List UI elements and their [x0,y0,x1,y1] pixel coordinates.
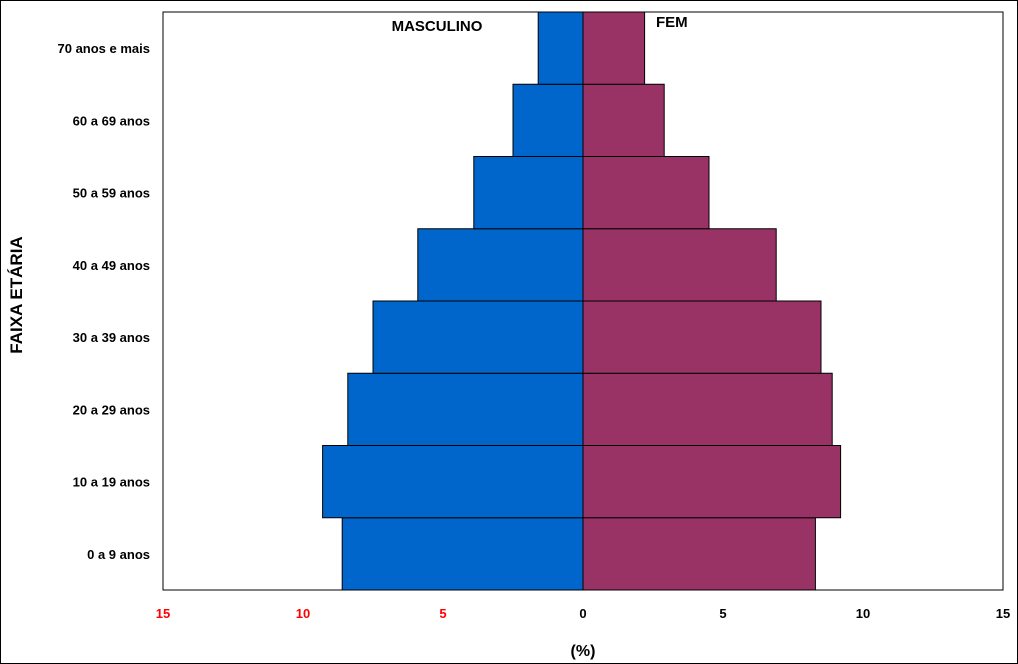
x-tick-label-0: 15 [156,606,170,621]
series-label-fem: FEM [656,14,688,31]
bar-fem-7 [582,11,646,85]
category-label-2: 20 a 29 anos [73,402,150,417]
bar-masculino-7 [537,11,584,85]
bar-fem-5 [582,156,710,230]
category-label-3: 30 a 39 anos [73,330,150,345]
x-tick-label-6: 15 [996,606,1010,621]
x-tick-label-5: 10 [856,606,870,621]
y-axis-title: FAIXA ETÁRIA [7,236,26,353]
bar-masculino-1 [322,445,584,519]
bar-masculino-3 [372,300,584,374]
category-label-7: 70 anos e mais [58,41,151,56]
bar-fem-6 [582,83,665,157]
x-axis-title: (%) [571,643,596,660]
bar-fem-0 [582,517,816,591]
bar-masculino-0 [341,517,584,591]
x-tick-label-3: 0 [579,606,586,621]
bar-masculino-4 [417,228,584,302]
bar-masculino-6 [512,83,584,157]
bar-fem-1 [582,445,842,519]
series-label-masculino: MASCULINO [392,18,483,35]
bars-group [322,11,842,591]
x-tick-label-2: 5 [439,606,446,621]
category-label-0: 0 a 9 anos [87,547,150,562]
category-label-1: 10 a 19 anos [73,475,150,490]
bar-fem-2 [582,372,833,446]
plot-area-border [162,11,1004,591]
x-tick-labels: 15 10 5 0 5 10 15 [156,606,1010,621]
bar-fem-4 [582,228,777,302]
category-label-4: 40 a 49 anos [73,258,150,273]
category-label-6: 60 a 69 anos [73,113,150,128]
bar-masculino-2 [347,372,584,446]
bar-fem-3 [582,300,822,374]
category-label-5: 50 a 59 anos [73,186,150,201]
x-tick-label-1: 10 [296,606,310,621]
x-tick-label-4: 5 [719,606,726,621]
category-labels: 0 a 9 anos 10 a 19 anos 20 a 29 anos 30 a 3… [58,41,151,562]
bar-masculino-5 [473,156,584,230]
